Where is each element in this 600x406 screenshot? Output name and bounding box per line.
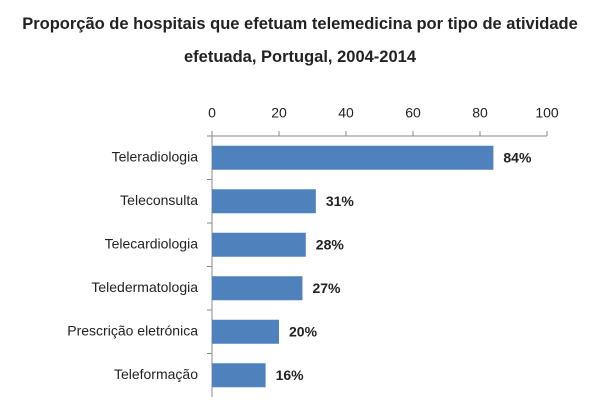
- bar: [212, 232, 306, 257]
- y-tick-label: Telecardiologia: [105, 235, 199, 251]
- x-tick-label: 100: [535, 105, 559, 121]
- value-label: 16%: [276, 367, 305, 383]
- value-label: 28%: [316, 236, 345, 252]
- bar: [212, 276, 303, 301]
- y-tick-label: Prescrição eletrónica: [67, 322, 198, 338]
- bar: [212, 363, 266, 388]
- bar: [212, 189, 316, 214]
- value-label: 31%: [326, 193, 355, 209]
- bar: [212, 319, 279, 344]
- chart-title: Proporção de hospitais que efetuam telem…: [22, 15, 578, 66]
- y-tick-label: Teleconsulta: [120, 192, 198, 208]
- y-tick-label: Teleformação: [114, 366, 198, 382]
- value-label: 84%: [503, 149, 532, 165]
- x-tick-label: 20: [271, 105, 287, 121]
- x-tick-label: 0: [208, 105, 216, 121]
- x-tick-label: 80: [472, 105, 488, 121]
- y-tick-label: Teleradiologia: [112, 148, 199, 164]
- x-tick-label: 40: [338, 105, 354, 121]
- value-label: 27%: [312, 280, 341, 296]
- value-label: 20%: [289, 323, 318, 339]
- x-tick-label: 60: [405, 105, 421, 121]
- y-tick-label: Teledermatologia: [91, 279, 198, 295]
- bar: [212, 145, 494, 170]
